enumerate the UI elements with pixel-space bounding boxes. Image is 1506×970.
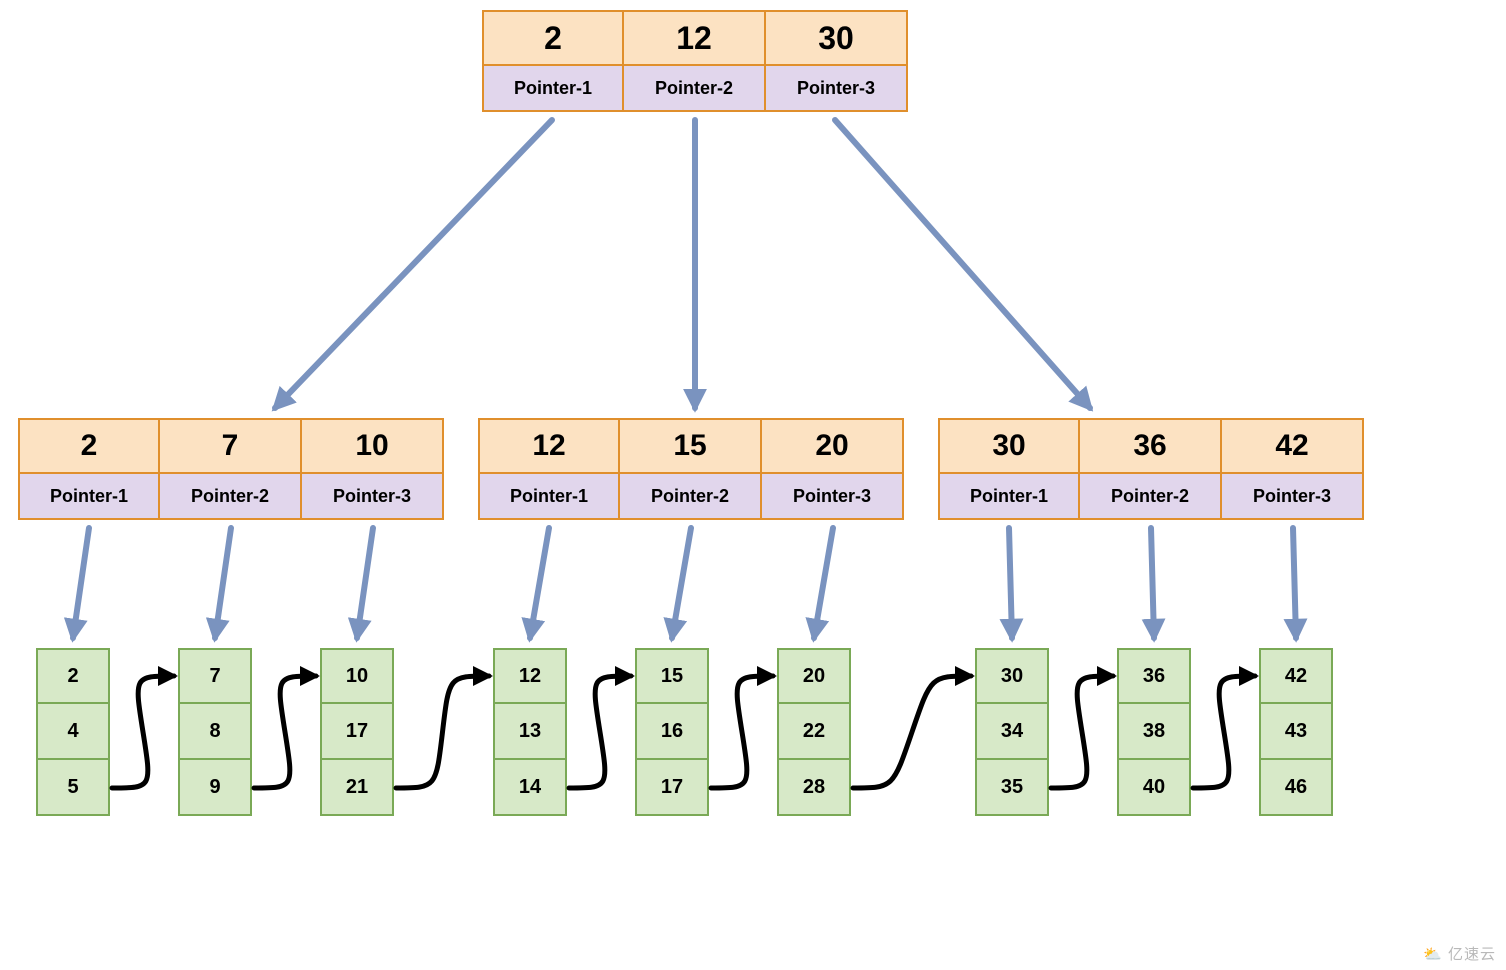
leaf-cell: 17 [635,760,709,816]
leaf-cell: 14 [493,760,567,816]
leaf-node: 202228 [777,648,851,816]
leaf-cell: 46 [1259,760,1333,816]
leaf-node: 151617 [635,648,709,816]
key-cell: 36 [1080,418,1222,474]
leaf-cell: 21 [320,760,394,816]
key-cell: 20 [762,418,904,474]
key-cell: 42 [1222,418,1364,474]
pointer-cell: Pointer-1 [482,66,624,112]
leaf-cell: 9 [178,760,252,816]
pointer-cell: Pointer-1 [478,474,620,520]
key-cell: 30 [766,10,908,66]
leaf-cell: 16 [635,704,709,760]
leaf-cell: 43 [1259,704,1333,760]
pointer-cell: Pointer-2 [1080,474,1222,520]
leaf-node: 121314 [493,648,567,816]
leaf-cell: 22 [777,704,851,760]
pointer-cell: Pointer-1 [18,474,160,520]
leaf-node: 424346 [1259,648,1333,816]
leaf-node: 245 [36,648,110,816]
key-cell: 2 [18,418,160,474]
key-cell: 2 [482,10,624,66]
leaf-cell: 34 [975,704,1049,760]
key-cell: 12 [624,10,766,66]
leaf-cell: 36 [1117,648,1191,704]
leaf-cell: 4 [36,704,110,760]
leaf-cell: 28 [777,760,851,816]
leaf-cell: 38 [1117,704,1191,760]
leaf-cell: 30 [975,648,1049,704]
mid-node: 2Pointer-17Pointer-210Pointer-3 [18,418,444,520]
leaf-cell: 5 [36,760,110,816]
leaf-cell: 35 [975,760,1049,816]
leaf-cell: 42 [1259,648,1333,704]
pointer-cell: Pointer-1 [938,474,1080,520]
pointer-cell: Pointer-3 [1222,474,1364,520]
leaf-cell: 13 [493,704,567,760]
pointer-cell: Pointer-2 [620,474,762,520]
key-cell: 12 [478,418,620,474]
pointer-cell: Pointer-2 [624,66,766,112]
leaf-cell: 2 [36,648,110,704]
watermark: ⛅ 亿速云 [1423,943,1496,964]
leaf-cell: 7 [178,648,252,704]
mid-node: 30Pointer-136Pointer-242Pointer-3 [938,418,1364,520]
key-cell: 7 [160,418,302,474]
leaf-cell: 40 [1117,760,1191,816]
root-node: 2Pointer-112Pointer-230Pointer-3 [482,10,908,112]
key-cell: 15 [620,418,762,474]
leaf-cell: 12 [493,648,567,704]
leaf-cell: 17 [320,704,394,760]
leaf-cell: 20 [777,648,851,704]
leaf-node: 303435 [975,648,1049,816]
key-cell: 10 [302,418,444,474]
pointer-cell: Pointer-2 [160,474,302,520]
leaf-node: 363840 [1117,648,1191,816]
leaf-cell: 15 [635,648,709,704]
leaf-node: 101721 [320,648,394,816]
pointer-cell: Pointer-3 [766,66,908,112]
pointer-cell: Pointer-3 [302,474,444,520]
mid-node: 12Pointer-115Pointer-220Pointer-3 [478,418,904,520]
leaf-node: 789 [178,648,252,816]
key-cell: 30 [938,418,1080,474]
leaf-cell: 10 [320,648,394,704]
leaf-cell: 8 [178,704,252,760]
pointer-cell: Pointer-3 [762,474,904,520]
